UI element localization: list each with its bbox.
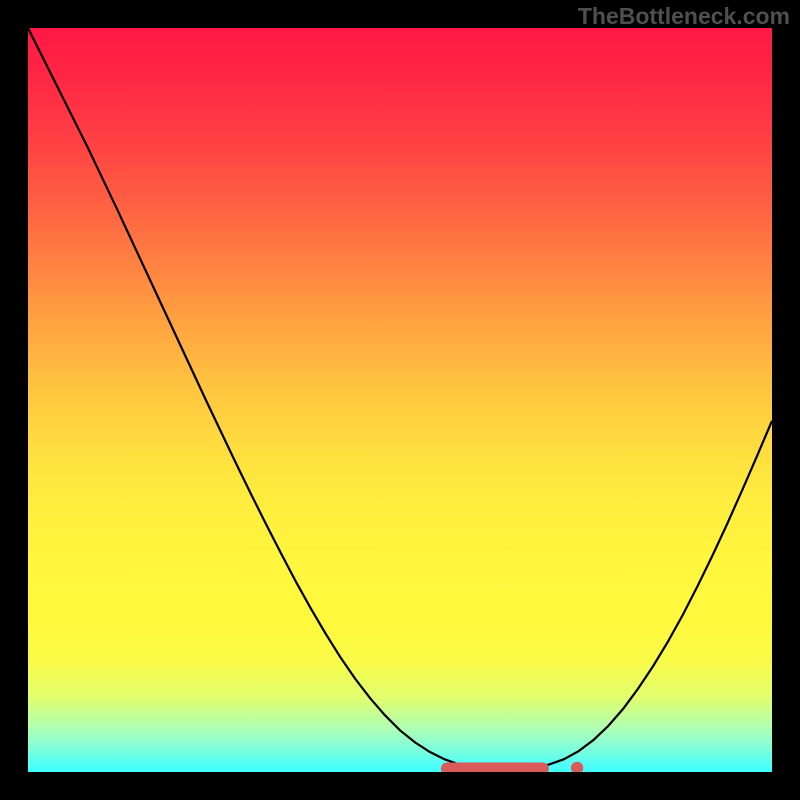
chart-svg — [28, 28, 772, 772]
plot-area — [28, 28, 772, 772]
optimal-range-marker — [441, 762, 549, 772]
chart-container: TheBottleneck.com — [0, 0, 800, 800]
watermark-text: TheBottleneck.com — [578, 3, 790, 30]
gradient-background — [28, 28, 772, 772]
